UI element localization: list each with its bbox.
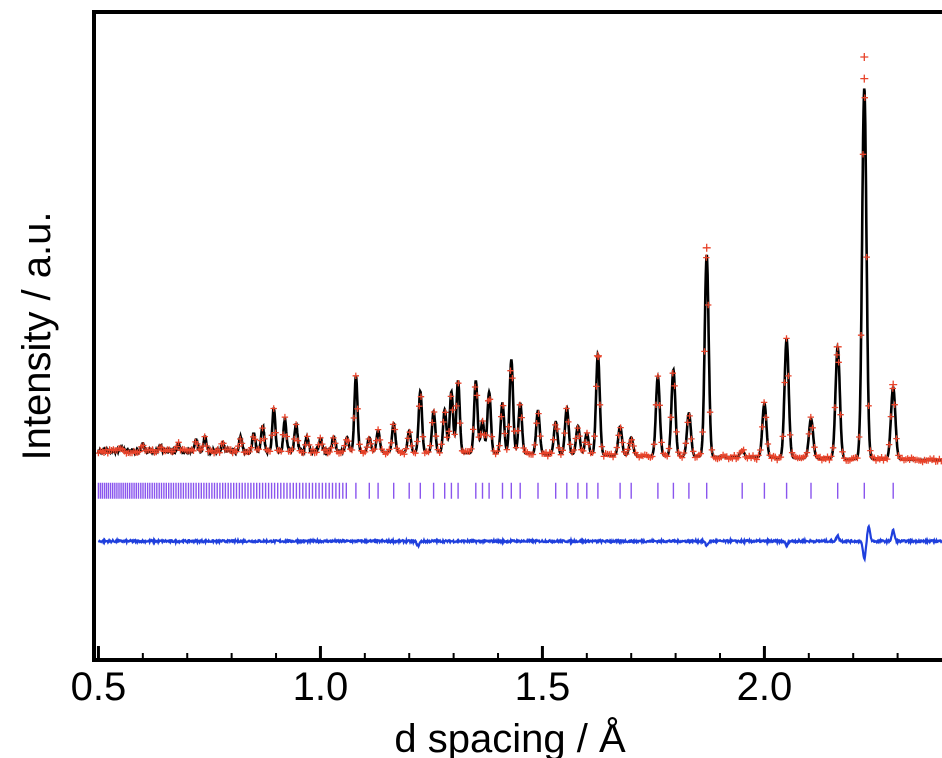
plot-frame <box>92 10 942 662</box>
x-axis-ticks: 0.5 1.0 1.5 2.0 <box>71 646 899 709</box>
x-tick-label: 1.0 <box>293 665 349 709</box>
y-axis-label: Intensity / a.u. <box>15 211 59 460</box>
difference-curve-layer <box>97 523 942 563</box>
observed-points <box>95 53 942 466</box>
x-tick-label: 1.5 <box>515 665 571 709</box>
reflection-ticks <box>97 482 894 499</box>
x-axis-label: d spacing / Å <box>394 716 626 758</box>
x-tick-label: 0.5 <box>71 665 127 709</box>
observed-points-layer <box>95 53 942 466</box>
x-tick-label: 2.0 <box>737 665 793 709</box>
reflection-ticks-layer <box>97 482 894 499</box>
difference-curve <box>97 523 942 563</box>
